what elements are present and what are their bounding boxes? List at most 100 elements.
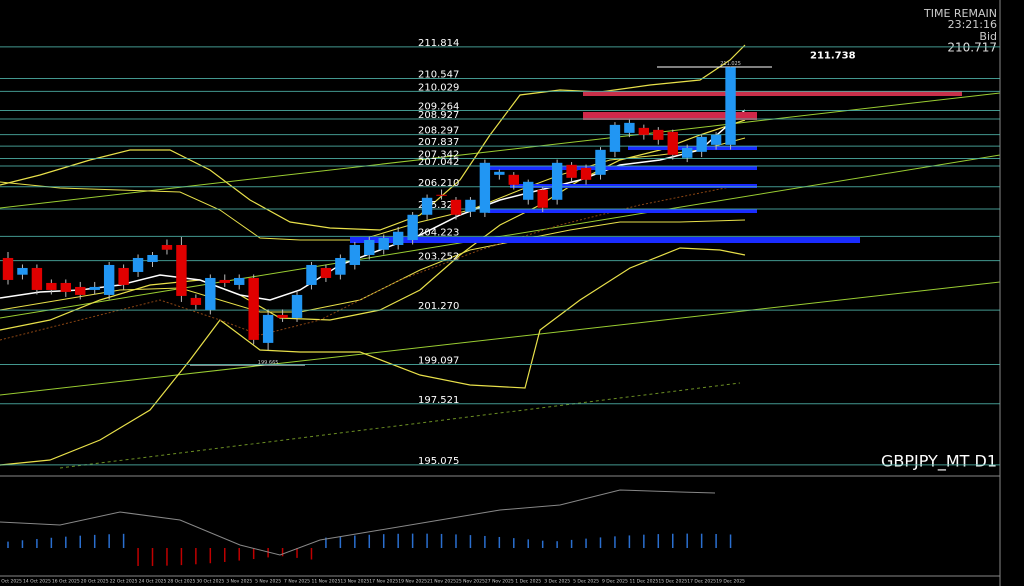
x-tick-label: 9 Dec 2025 [602, 579, 628, 585]
level-label: 210.547 [418, 69, 459, 80]
level-label: 199.097 [418, 355, 459, 366]
candle-body [378, 237, 389, 250]
resistance-zone [583, 91, 962, 96]
x-tick-label: 28 Oct 2025 [167, 579, 195, 585]
x-tick-label: 19 Nov 2025 [398, 579, 427, 585]
price-marker: 211.738 [810, 51, 856, 62]
level-label: 203.252 [418, 252, 459, 263]
candle-body [494, 171, 505, 175]
x-tick-label: 24 Oct 2025 [139, 579, 167, 585]
candle-body [609, 124, 621, 152]
candle-body [176, 244, 187, 296]
level-label: 204.223 [418, 227, 459, 238]
candle-body [450, 199, 462, 215]
candle-body [725, 67, 736, 145]
x-tick-label: 30 Oct 2025 [196, 579, 224, 585]
candle-body [407, 214, 418, 240]
bid-label: Bid [979, 30, 997, 43]
x-tick-label: 17 Dec 2025 [687, 579, 716, 585]
bid: 210.717 [947, 41, 997, 55]
candle-body [31, 267, 43, 290]
level-label: 209.264 [418, 102, 459, 113]
time-remain: 23:21:16 [948, 18, 997, 31]
support-zone [350, 237, 860, 243]
resistance-zone [583, 112, 757, 120]
candle-body [364, 239, 375, 255]
candle-body [638, 127, 650, 135]
x-tick-label: 20 Oct 2025 [81, 579, 109, 585]
candle-body [508, 174, 519, 185]
x-tick-label: 13 Nov 2025 [340, 579, 369, 585]
level-label: 208.297 [418, 126, 459, 137]
candle-body [132, 257, 144, 272]
band-lower [0, 247, 746, 466]
candle-body [696, 136, 707, 152]
high-label: 211.025 [720, 61, 741, 67]
candle-body [537, 189, 548, 208]
candle-body [190, 297, 202, 305]
x-tick-label: 5 Nov 2025 [255, 579, 281, 585]
candle-body [595, 149, 606, 175]
x-tick-label: 11 Dec 2025 [629, 579, 658, 585]
band-upper [0, 44, 746, 231]
moving-average-slow [0, 184, 741, 341]
oscillator-line [0, 489, 716, 556]
x-tick-label: 5 Dec 2025 [573, 579, 599, 585]
x-tick-label: 1 Dec 2025 [515, 579, 541, 585]
level-label: 211.814 [418, 38, 459, 49]
x-tick-label: 19 Dec 2025 [716, 579, 745, 585]
chart-title: GBPJPY_MT D1 [881, 452, 997, 472]
x-tick-label: 14 Oct 2025 [23, 579, 51, 585]
x-tick-label: 10 Oct 2025 [0, 579, 22, 585]
time-remain-label: TIME REMAIN [923, 7, 997, 20]
candle-body [161, 244, 173, 250]
candle-body [234, 277, 245, 285]
candle-body [392, 231, 404, 245]
candle-body [277, 314, 288, 318]
candle-body [147, 254, 158, 262]
candle-body [479, 162, 491, 213]
candle-body [653, 129, 664, 140]
candle-body [436, 194, 447, 196]
candle-body [262, 314, 274, 343]
x-tick-label: 22 Oct 2025 [110, 579, 138, 585]
candle-body [60, 282, 72, 292]
candle-body [710, 134, 722, 145]
x-tick-label: 27 Nov 2025 [485, 579, 514, 585]
candle-body [219, 279, 230, 283]
candle-body [118, 267, 129, 285]
candle-body [624, 122, 635, 133]
candle-body [46, 282, 57, 290]
candle-body [89, 286, 100, 290]
trend-line [0, 92, 1001, 209]
trend-line [59, 382, 741, 469]
candle-body [523, 181, 534, 200]
oscillator-panel [0, 489, 732, 566]
candle-body [421, 197, 433, 215]
candle-body [306, 264, 317, 285]
candle-body [566, 164, 577, 178]
candle-body [75, 286, 86, 295]
candle-body [2, 257, 14, 280]
low-label: 199.665 [258, 360, 279, 366]
level-label: 210.029 [418, 82, 459, 93]
support-zone [488, 209, 757, 213]
x-tick-label: 21 Nov 2025 [427, 579, 456, 585]
candle-body [17, 267, 28, 275]
candle-body [335, 257, 346, 275]
level-label: 195.075 [418, 456, 459, 467]
trend-line [0, 281, 1001, 396]
band-inner [0, 137, 746, 241]
candle-body [681, 147, 693, 158]
x-tick-label: 17 Nov 2025 [369, 579, 398, 585]
level-label: 207.042 [418, 157, 459, 168]
candle-body [248, 277, 259, 340]
candle-body [291, 294, 303, 318]
candle-body [465, 199, 476, 212]
candle-body [349, 244, 361, 265]
x-tick-label: 25 Nov 2025 [456, 579, 485, 585]
x-tick-label: 16 Oct 2025 [52, 579, 80, 585]
candle-body [103, 264, 115, 295]
